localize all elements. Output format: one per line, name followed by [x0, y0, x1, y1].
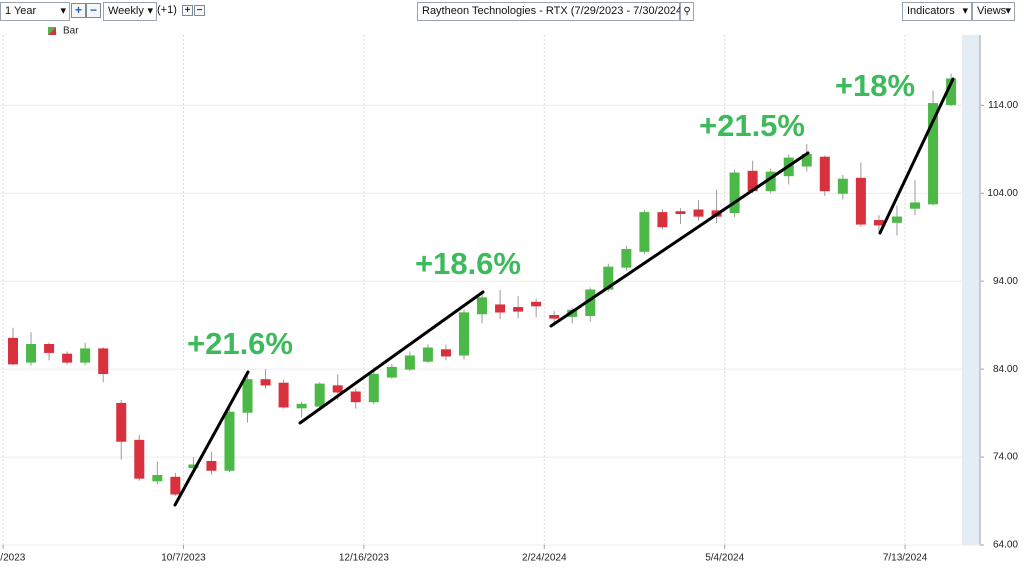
candle-body	[928, 103, 939, 205]
legend-swatch-down	[48, 27, 56, 35]
candle-body	[549, 315, 560, 319]
candle-body	[116, 402, 127, 442]
trend-line	[878, 77, 955, 235]
candle-body	[134, 439, 145, 479]
candle-body	[639, 212, 650, 252]
trend-lines	[173, 77, 955, 507]
candle-body	[513, 307, 524, 312]
y-tick-label: 64.00	[993, 540, 1018, 551]
x-tick-label: 10/7/2023	[161, 553, 206, 564]
candle-body	[350, 391, 361, 403]
candle-body	[296, 403, 307, 409]
zoom-in[interactable]: +	[71, 3, 86, 18]
y-tick-label: 104.00	[987, 188, 1018, 199]
candle-body	[531, 301, 542, 307]
y-tick-label: 74.00	[993, 452, 1018, 463]
candle-body	[170, 476, 181, 495]
candle-body	[819, 156, 830, 192]
candle-body	[242, 379, 253, 413]
candle-body	[260, 379, 271, 386]
candle-body	[404, 355, 415, 370]
candle-body	[477, 297, 488, 315]
candle-body	[8, 337, 18, 365]
candle-body	[368, 373, 379, 403]
candle-body	[855, 177, 866, 225]
search-button[interactable]: ⚲	[680, 2, 694, 21]
candle-body	[495, 304, 506, 313]
offset-label: (+1)	[157, 2, 177, 19]
zoom-out[interactable]: −	[86, 3, 101, 18]
offset-plus[interactable]: +	[182, 5, 193, 16]
trend-line	[298, 290, 485, 425]
offset-minus[interactable]: −	[194, 5, 205, 16]
candle-body	[206, 460, 217, 471]
candle-body	[314, 383, 325, 407]
x-tick-label: 7/29/2023	[0, 553, 26, 564]
candle-body	[891, 216, 902, 223]
candle-body	[44, 344, 55, 353]
current-period-shade	[962, 35, 980, 545]
trend-line	[549, 151, 810, 328]
symbol-title[interactable]: Raytheon Technologies - RTX (7/29/2023 -…	[417, 2, 686, 21]
y-tick-label: 84.00	[993, 364, 1018, 375]
x-tick-label: 12/16/2023	[339, 553, 389, 564]
candle-body	[693, 209, 704, 217]
candle-body	[278, 382, 289, 408]
interval-select[interactable]: Weekly	[103, 2, 157, 21]
views-menu[interactable]: Views	[972, 2, 1015, 21]
candle-body	[440, 349, 451, 357]
annotations: +21.6% +18.6% +21.5% +18%	[187, 68, 915, 361]
range-select[interactable]: 1 Year	[0, 2, 70, 21]
trend-line	[173, 370, 250, 507]
x-tick-label: 7/13/2024	[883, 553, 928, 564]
candle-body	[621, 249, 632, 268]
annotation: +21.6%	[187, 326, 293, 361]
candles	[8, 73, 957, 496]
y-tick-label: 114.00	[988, 100, 1018, 111]
toolbar: 1 Year + − Weekly (+1) + − Raytheon Tech…	[0, 0, 1024, 22]
candle-body	[62, 353, 73, 363]
candle-body	[224, 411, 235, 471]
candle-body	[459, 312, 469, 356]
annotation: +18%	[835, 68, 915, 103]
candle-body	[152, 475, 163, 482]
candle-body	[26, 344, 37, 363]
candle-body	[657, 212, 668, 228]
candle-body	[422, 347, 433, 362]
y-tick-label: 94.00	[993, 276, 1018, 287]
candle-body	[80, 348, 91, 363]
annotation: +21.5%	[699, 108, 805, 143]
candle-body	[98, 348, 109, 375]
candle-body	[332, 385, 343, 393]
annotation: +18.6%	[415, 246, 521, 281]
x-tick-label: 2/24/2024	[522, 553, 567, 564]
candle-body	[729, 172, 740, 214]
candle-body	[873, 220, 884, 226]
candle-body	[386, 366, 397, 378]
indicators-menu[interactable]: Indicators	[902, 2, 972, 21]
candle-body	[910, 202, 920, 209]
x-tick-label: 5/4/2024	[705, 553, 744, 564]
grid: 64.00 74.00 84.00 94.00 104.00 114.00 7/29/202…	[0, 35, 1018, 564]
candle-body	[675, 211, 686, 214]
legend: Bar	[48, 26, 79, 37]
legend-label: Bar	[63, 26, 79, 37]
candle-body	[837, 178, 848, 194]
